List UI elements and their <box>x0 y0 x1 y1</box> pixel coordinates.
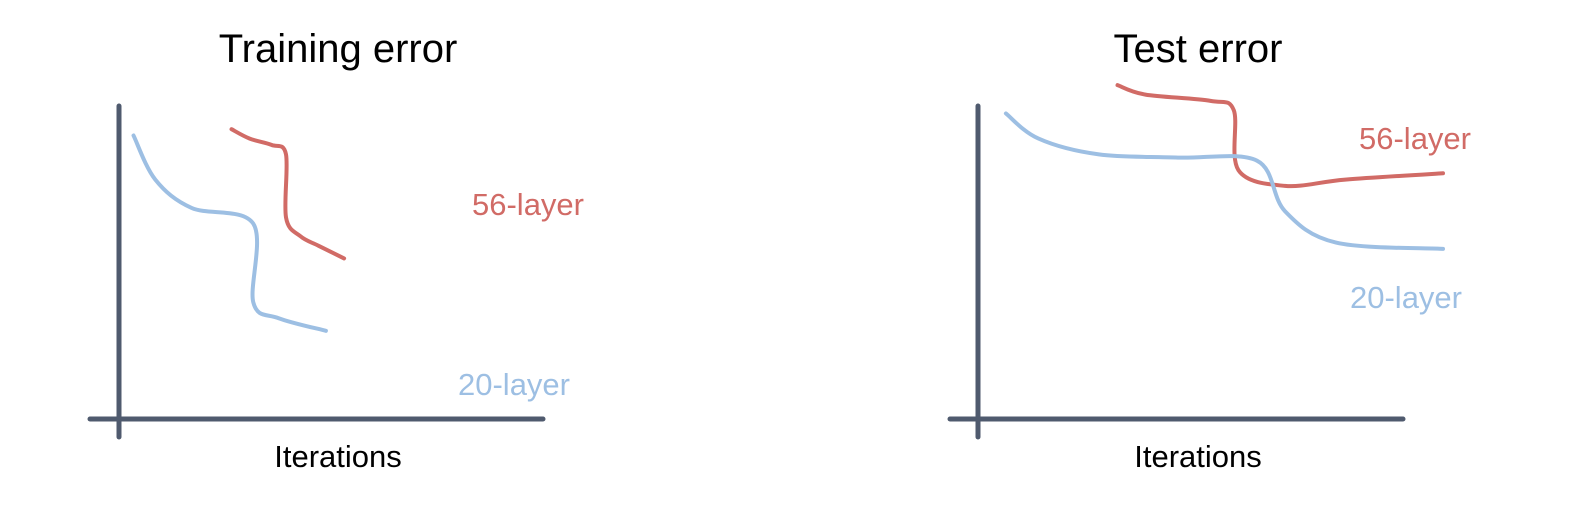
training-error-panel: Training error 56-layer 20-layer Iterati… <box>87 27 584 474</box>
series-label-56-layer: 56-layer <box>472 187 584 222</box>
series-line-20-layer <box>131 133 328 333</box>
series-line-56-layer <box>1115 83 1445 189</box>
test-error-panel: Test error 56-layer 20-layer Iterations <box>947 27 1471 474</box>
series-label-56-layer: 56-layer <box>1359 121 1471 156</box>
series-label-20-layer: 20-layer <box>1350 280 1462 315</box>
series-line-56-layer <box>229 127 347 261</box>
series-label-20-layer: 20-layer <box>458 367 570 402</box>
chart-title: Training error <box>219 27 458 71</box>
x-axis-label: Iterations <box>274 439 402 474</box>
chart-title: Test error <box>1114 27 1283 71</box>
x-axis-label: Iterations <box>1134 439 1262 474</box>
series-line-20-layer <box>1003 111 1445 251</box>
